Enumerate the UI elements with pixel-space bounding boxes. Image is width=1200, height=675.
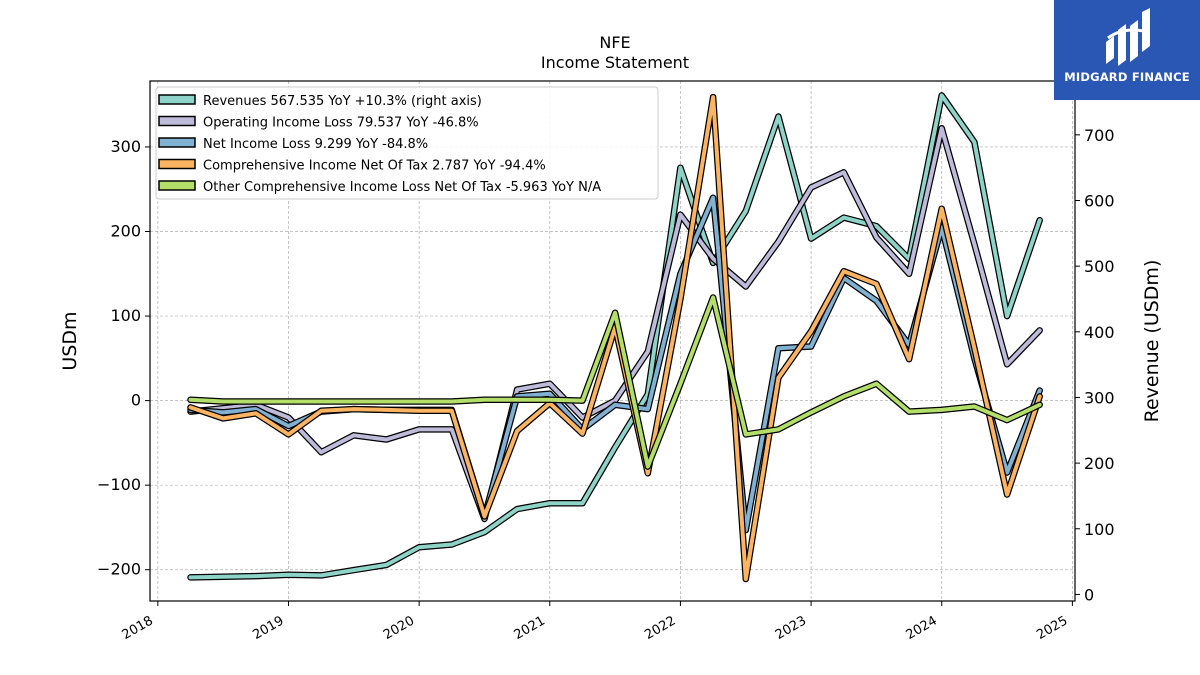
- y-tick-label: 100: [110, 306, 141, 325]
- plot-frame: [149, 80, 1076, 602]
- y-right-tick-label: 200: [1084, 454, 1115, 473]
- legend-label: Net Income Loss 9.299 YoY -84.8%: [203, 137, 428, 152]
- legend-label: Comprehensive Income Net Of Tax 2.787 Yo…: [203, 159, 546, 174]
- x-tick-label: 2025: [1034, 613, 1070, 643]
- y-tick-label: −200: [97, 560, 141, 579]
- y-right-tick-label: 300: [1084, 388, 1115, 407]
- legend-swatch: [158, 180, 196, 191]
- legend-box: [155, 86, 659, 200]
- x-tick-label: 2022: [642, 613, 678, 643]
- y-tick-label: 0: [131, 391, 141, 410]
- x-tick-label: 2021: [512, 613, 548, 643]
- y-tick-label: 300: [110, 137, 141, 156]
- midgard-logo-icon: [1106, 8, 1150, 66]
- y-tick-label: 200: [110, 222, 141, 241]
- series-line-1: [187, 92, 1043, 581]
- series-line-5: [187, 294, 1043, 470]
- y-axis-right-label: Revenue (USDm): [1141, 260, 1163, 423]
- y-tick-label: −100: [97, 475, 141, 494]
- x-tick-label: 2019: [250, 613, 286, 643]
- chart-title: NFE: [599, 33, 630, 52]
- legend-label: Other Comprehensive Income Loss Net Of T…: [203, 180, 601, 195]
- x-tick-label: 2024: [904, 613, 940, 643]
- y-axis-label: USDm: [59, 311, 81, 370]
- series-lines: [187, 92, 1043, 583]
- legend-swatch: [158, 115, 196, 127]
- legend-swatch: [158, 94, 196, 105]
- brand-logo: MIDGARD FINANCE: [1054, 0, 1200, 100]
- y-right-tick-label: 500: [1084, 257, 1115, 276]
- x-tick-label: 2023: [773, 613, 809, 643]
- legend-swatch: [158, 158, 196, 170]
- y-right-tick-label: 600: [1084, 191, 1115, 210]
- y-right-tick-label: 100: [1084, 520, 1115, 539]
- y-right-tick-label: 400: [1084, 323, 1115, 342]
- chart-subtitle: Income Statement: [541, 53, 689, 72]
- legend-label: Operating Income Loss 79.537 YoY -46.8%: [203, 116, 479, 131]
- y-right-tick-label: 700: [1084, 126, 1115, 145]
- legend: Revenues 567.535 YoY +10.3% (right axis)…: [155, 86, 659, 200]
- series-line-2: [187, 125, 1043, 523]
- y-right-tick-label: 0: [1084, 585, 1094, 604]
- legend-label: Revenues 567.535 YoY +10.3% (right axis): [203, 94, 482, 109]
- legend-swatch: [158, 137, 196, 148]
- brand-name: MIDGARD FINANCE: [1064, 70, 1190, 84]
- x-tick-label: 2020: [381, 613, 417, 643]
- x-tick-label: 2018: [120, 613, 156, 643]
